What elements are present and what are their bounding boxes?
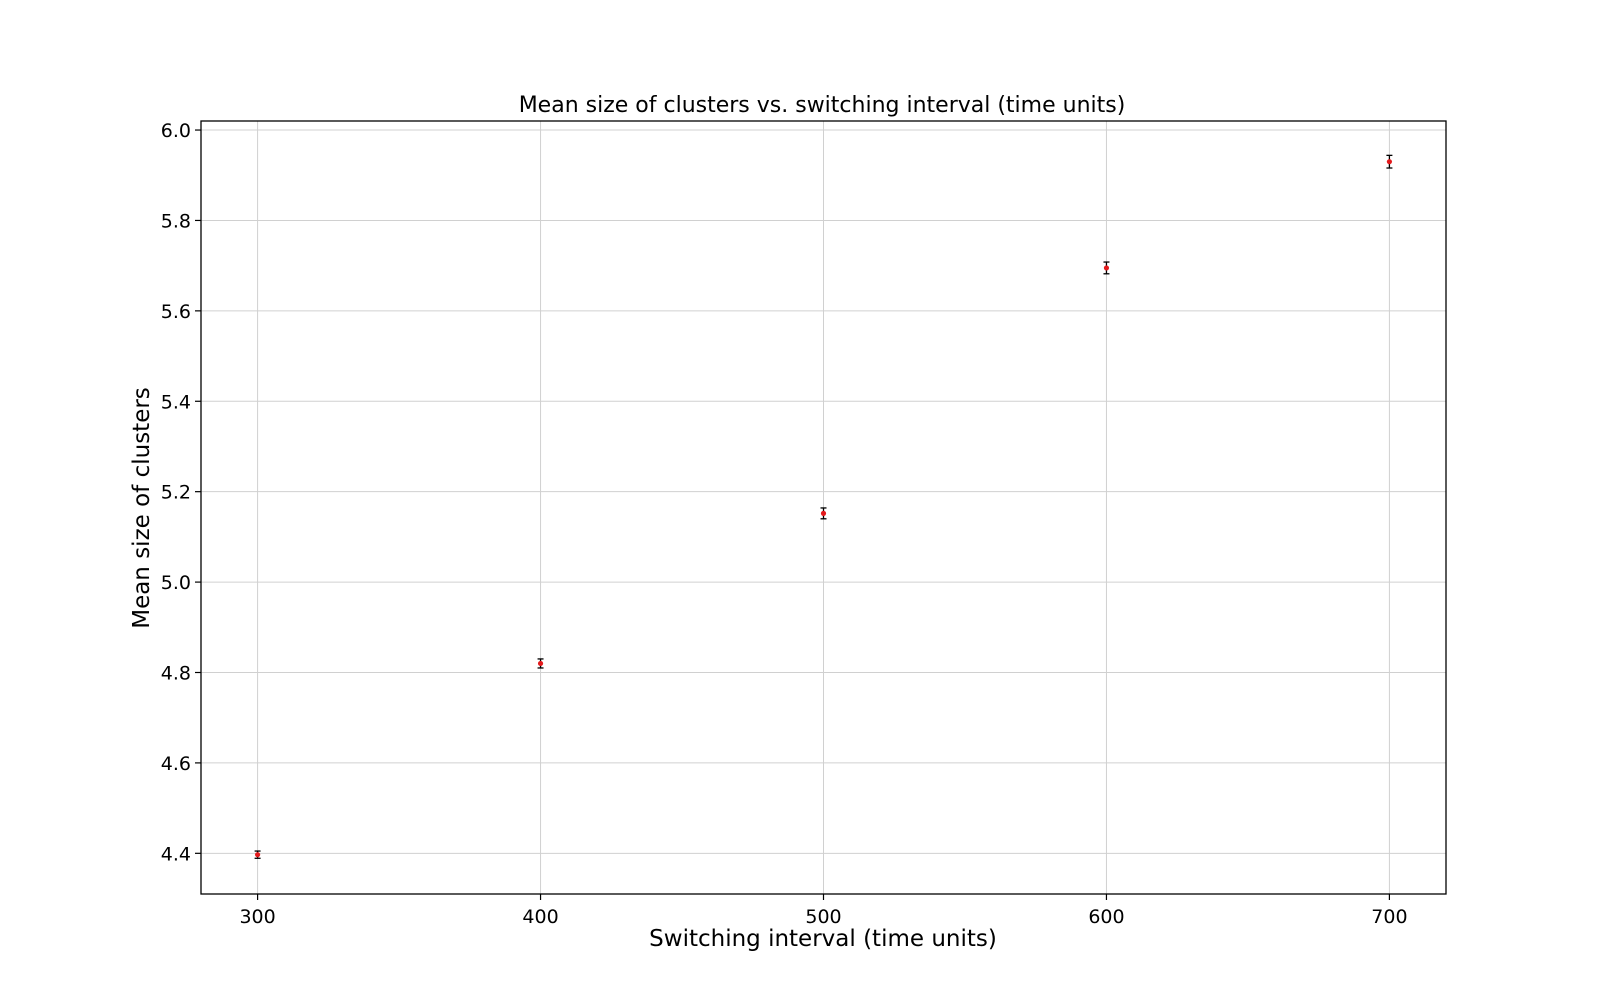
x-axis-title: Switching interval (time units) [649, 926, 997, 952]
data-point [1103, 261, 1110, 275]
point-marker [1386, 159, 1393, 165]
data-point [254, 850, 261, 859]
data-point [1386, 154, 1393, 169]
data-points [254, 154, 1393, 859]
point-marker [254, 852, 261, 858]
y-axis-title: Mean size of clusters [129, 387, 155, 629]
y-tick-label: 4.8 [161, 662, 191, 684]
y-tick-label: 6.0 [161, 120, 191, 142]
x-tick-label: 600 [1088, 906, 1124, 928]
x-tick-label: 400 [522, 906, 558, 928]
point-marker [1103, 265, 1110, 271]
y-tick-label: 5.0 [161, 572, 191, 594]
y-tick-label: 4.6 [161, 753, 191, 775]
point-marker [820, 510, 827, 516]
y-tick-label: 5.6 [161, 301, 191, 323]
chart-title: Mean size of clusters vs. switching inte… [519, 93, 1126, 118]
data-point [820, 507, 827, 520]
x-tick-label: 300 [239, 906, 275, 928]
y-tick-label: 5.2 [161, 482, 191, 504]
data-point [537, 658, 544, 669]
x-tick-label: 700 [1371, 906, 1407, 928]
y-tick-label: 5.4 [161, 391, 191, 413]
y-tick-label: 5.8 [161, 210, 191, 232]
x-tick-label: 500 [805, 906, 841, 928]
point-marker [537, 660, 544, 667]
axis-ticks: 300 400 500 600 700 4.4 4.6 4.8 5.0 5.2 5.4 5.6 5.8 6… [161, 120, 1408, 928]
grid [201, 121, 1446, 894]
y-tick-label: 4.4 [161, 843, 191, 865]
